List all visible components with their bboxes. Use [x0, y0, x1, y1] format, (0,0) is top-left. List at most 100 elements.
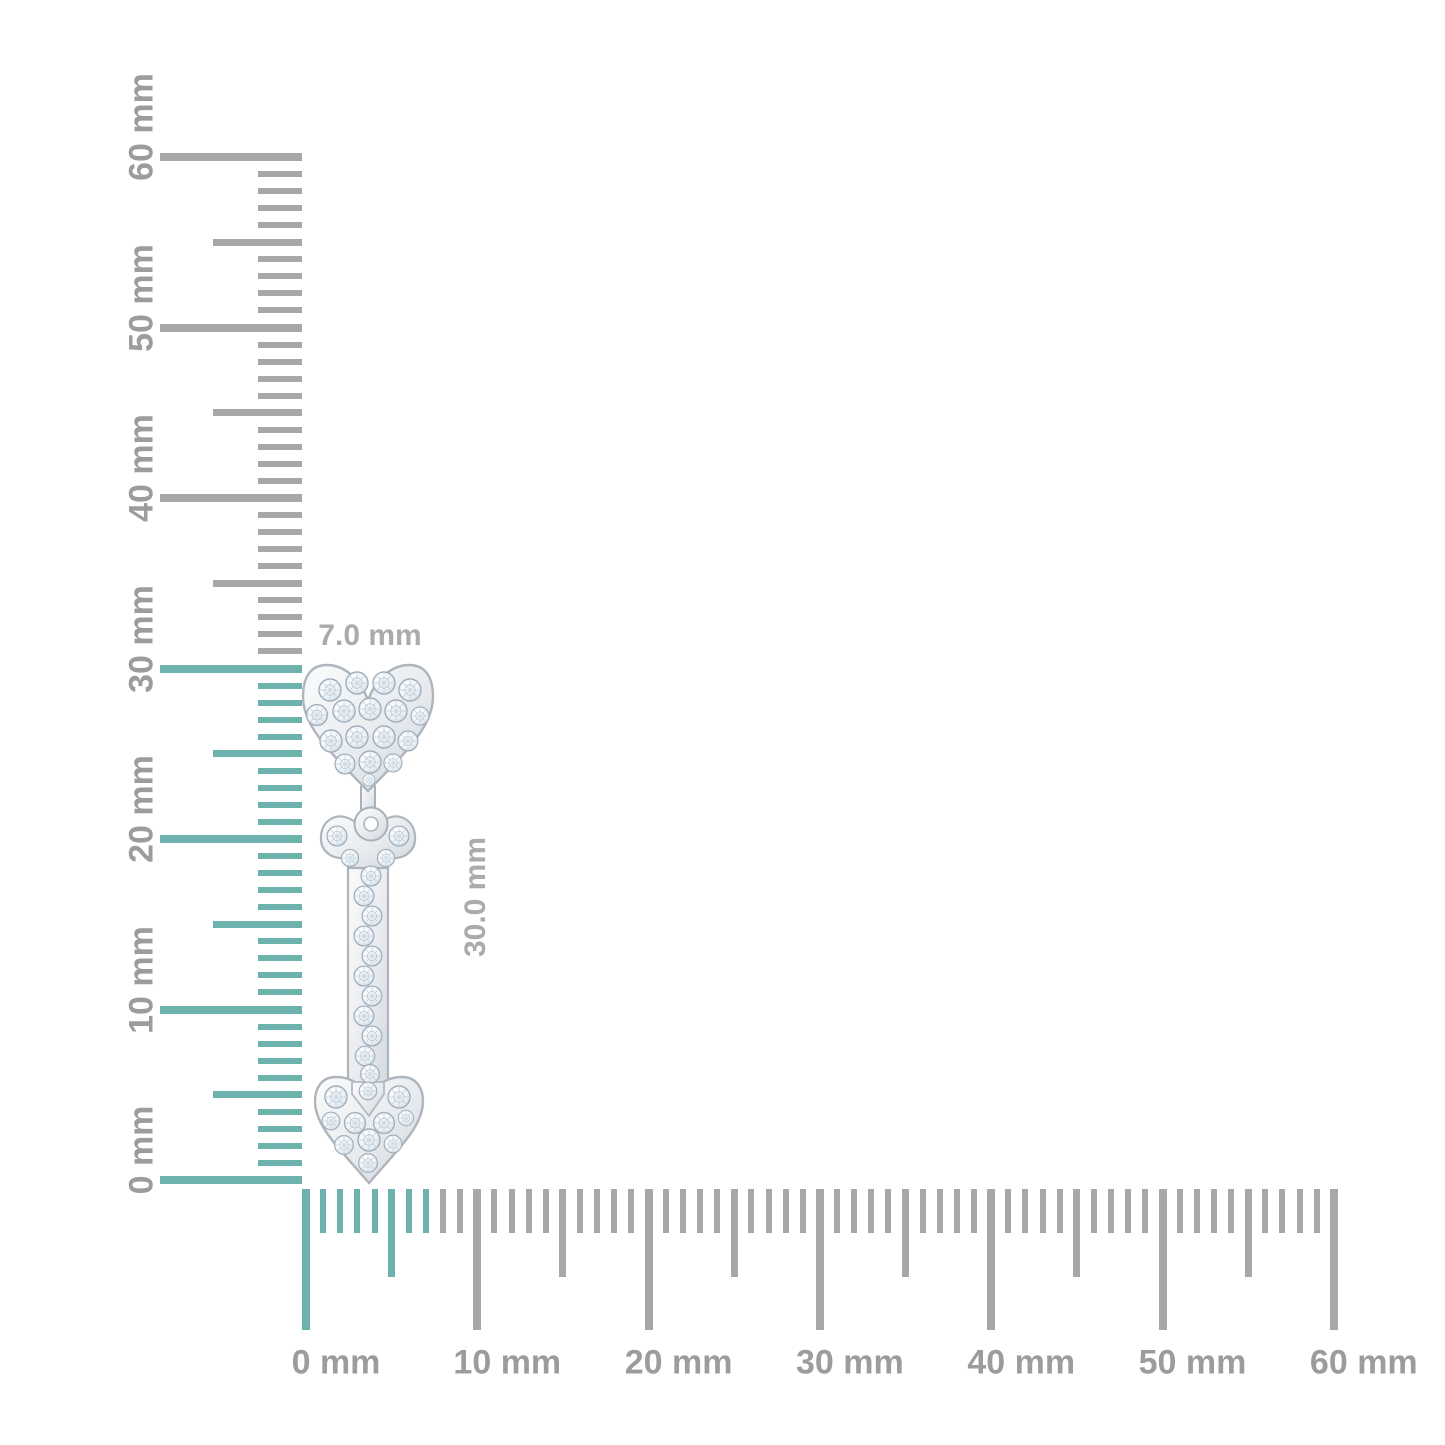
- ruler-tick-32mm: [851, 1189, 858, 1233]
- ruler-tick-9mm: [258, 1023, 302, 1030]
- ruler-tick-51mm: [1176, 1189, 1183, 1233]
- ruler-tick-35mm: [902, 1189, 910, 1277]
- ruler-tick-58mm: [258, 188, 302, 195]
- ruler-tick-37mm: [936, 1189, 943, 1233]
- ruler-tick-34mm: [258, 597, 302, 604]
- ruler-tick-42mm: [258, 460, 302, 467]
- ruler-tick-59mm: [258, 171, 302, 178]
- ruler-tick-2mm: [258, 1142, 302, 1149]
- ruler-tick-36mm: [919, 1189, 926, 1233]
- ruler-tick-8mm: [440, 1189, 447, 1233]
- ruler-tick-21mm: [258, 818, 302, 825]
- ruler-tick-16mm: [577, 1189, 584, 1233]
- ruler-tick-46mm: [1090, 1189, 1097, 1233]
- ruler-tick-5mm: [388, 1189, 396, 1277]
- ruler-label-50mm: 50 mm: [1138, 1343, 1247, 1382]
- ruler-tick-44mm: [1056, 1189, 1063, 1233]
- ruler-tick-13mm: [258, 955, 302, 962]
- ruler-tick-54mm: [1228, 1189, 1235, 1233]
- ruler-tick-21mm: [662, 1189, 669, 1233]
- ruler-tick-12mm: [258, 972, 302, 979]
- ruler-tick-1mm: [320, 1189, 327, 1233]
- ruler-tick-24mm: [714, 1189, 721, 1233]
- ruler-tick-40mm: [160, 494, 302, 502]
- ruler-tick-48mm: [1125, 1189, 1132, 1233]
- ruler-tick-17mm: [258, 887, 302, 894]
- ruler-tick-22mm: [679, 1189, 686, 1233]
- ruler-tick-56mm: [1262, 1189, 1269, 1233]
- ruler-tick-6mm: [258, 1074, 302, 1081]
- ruler-tick-17mm: [594, 1189, 601, 1233]
- ruler-tick-8mm: [258, 1040, 302, 1047]
- ruler-label-30mm: 30 mm: [122, 584, 161, 693]
- ruler-tick-25mm: [730, 1189, 738, 1277]
- ruler-tick-44mm: [258, 426, 302, 433]
- ruler-tick-40mm: [987, 1189, 996, 1330]
- ruler-tick-39mm: [971, 1189, 978, 1233]
- ruler-tick-58mm: [1296, 1189, 1303, 1233]
- ruler-tick-50mm: [1158, 1189, 1167, 1330]
- ruler-tick-33mm: [868, 1189, 875, 1233]
- ruler-tick-6mm: [405, 1189, 412, 1233]
- ruler-tick-57mm: [258, 205, 302, 212]
- ruler-tick-52mm: [1193, 1189, 1200, 1233]
- ruler-tick-56mm: [258, 222, 302, 229]
- ruler-tick-0mm: [160, 1176, 302, 1184]
- ruler-label-10mm: 10 mm: [453, 1343, 562, 1382]
- ruler-tick-26mm: [748, 1189, 755, 1233]
- ruler-tick-43mm: [258, 443, 302, 450]
- ruler-tick-3mm: [258, 1125, 302, 1132]
- ruler-tick-28mm: [782, 1189, 789, 1233]
- ruler-tick-0mm: [302, 1189, 310, 1330]
- ruler-tick-2mm: [337, 1189, 344, 1233]
- ruler-tick-19mm: [258, 853, 302, 860]
- ruler-label-20mm: 20 mm: [624, 1343, 733, 1382]
- ruler-tick-20mm: [160, 835, 302, 843]
- ruler-tick-55mm: [1244, 1189, 1252, 1277]
- ruler-tick-18mm: [258, 870, 302, 877]
- ruler-tick-35mm: [213, 579, 302, 587]
- ruler-tick-37mm: [258, 546, 302, 553]
- ruler-tick-30mm: [815, 1189, 824, 1330]
- ruler-tick-53mm: [258, 273, 302, 280]
- ruler-tick-39mm: [258, 512, 302, 519]
- ruler-tick-14mm: [542, 1189, 549, 1233]
- ruler-tick-16mm: [258, 904, 302, 911]
- ruler-tick-36mm: [258, 563, 302, 570]
- ruler-label-30mm: 30 mm: [796, 1343, 904, 1382]
- ruler-tick-4mm: [371, 1189, 378, 1233]
- ruler-tick-41mm: [1005, 1189, 1012, 1233]
- ruler-tick-42mm: [1022, 1189, 1029, 1233]
- ruler-tick-26mm: [258, 733, 302, 740]
- ruler-tick-45mm: [213, 409, 302, 417]
- ruler-label-40mm: 40 mm: [122, 414, 161, 522]
- ruler-tick-46mm: [258, 392, 302, 399]
- ruler-tick-38mm: [258, 529, 302, 536]
- ruler-tick-10mm: [473, 1189, 482, 1330]
- ruler-tick-20mm: [644, 1189, 653, 1330]
- ruler-tick-49mm: [1142, 1189, 1149, 1233]
- ruler-tick-41mm: [258, 477, 302, 484]
- ruler-tick-3mm: [354, 1189, 361, 1233]
- ruler-label-40mm: 40 mm: [967, 1343, 1076, 1382]
- ruler-tick-59mm: [1313, 1189, 1320, 1233]
- ruler-tick-15mm: [559, 1189, 567, 1277]
- height-dimension-label: 30.0 mm: [459, 836, 492, 958]
- ruler-tick-54mm: [258, 256, 302, 263]
- ruler-tick-28mm: [258, 699, 302, 706]
- ruler-label-0mm: 0 mm: [122, 1105, 161, 1195]
- ruler-tick-15mm: [213, 920, 302, 928]
- ruler-tick-27mm: [258, 716, 302, 723]
- ruler-tick-32mm: [258, 631, 302, 638]
- ruler-tick-55mm: [213, 238, 302, 246]
- ruler-tick-7mm: [258, 1057, 302, 1064]
- ruler-tick-11mm: [491, 1189, 498, 1233]
- ruler-tick-23mm: [696, 1189, 703, 1233]
- ruler-label-50mm: 50 mm: [122, 243, 161, 352]
- ruler-tick-24mm: [258, 767, 302, 774]
- ruler-tick-31mm: [258, 648, 302, 655]
- ruler-tick-38mm: [953, 1189, 960, 1233]
- width-dimension-label: 7.0 mm: [318, 619, 422, 652]
- bale-ring: [353, 806, 389, 842]
- ruler-tick-43mm: [1039, 1189, 1046, 1233]
